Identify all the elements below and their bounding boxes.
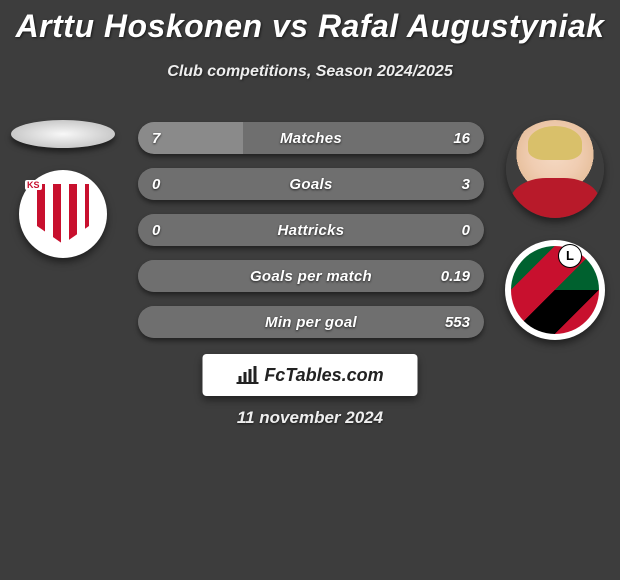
player2-photo: [506, 120, 604, 218]
brand-badge: FcTables.com: [203, 354, 418, 396]
comparison-subtitle: Club competitions, Season 2024/2025: [0, 63, 620, 81]
stat-row: Min per goal553: [138, 306, 484, 338]
stats-comparison-chart: Matches716Goals03Hattricks00Goals per ma…: [138, 122, 484, 338]
brand-text: FcTables.com: [264, 365, 383, 386]
right-entity-column: [500, 120, 610, 340]
comparison-date: 11 november 2024: [0, 408, 620, 428]
stat-value-right: 16: [439, 122, 484, 154]
stat-label: Goals: [138, 168, 484, 200]
chart-icon: [236, 366, 258, 384]
stat-label: Hattricks: [138, 214, 484, 246]
stat-value-right: 0.19: [427, 260, 484, 292]
comparison-card: Arttu Hoskonen vs Rafal Augustyniak Club…: [0, 0, 620, 580]
stat-value-right: 0: [448, 214, 484, 246]
stat-label: Matches: [138, 122, 484, 154]
stat-row: Goals0 3: [138, 168, 484, 200]
comparison-title: Arttu Hoskonen vs Rafal Augustyniak: [0, 0, 620, 45]
stat-value-right: 3: [448, 168, 484, 200]
stat-row: Goals per match0.19: [138, 260, 484, 292]
stat-value-left: 7: [138, 122, 174, 154]
stat-value-right: 553: [431, 306, 484, 338]
club2-badge-icon: [505, 240, 605, 340]
stat-value-left: 0: [138, 168, 174, 200]
stat-value-left: 0: [138, 214, 174, 246]
player1-placeholder: [11, 120, 115, 148]
club1-badge-icon: [19, 170, 107, 258]
left-entity-column: [8, 120, 118, 258]
stat-row: Matches7 16: [138, 122, 484, 154]
stat-row: Hattricks0 0: [138, 214, 484, 246]
